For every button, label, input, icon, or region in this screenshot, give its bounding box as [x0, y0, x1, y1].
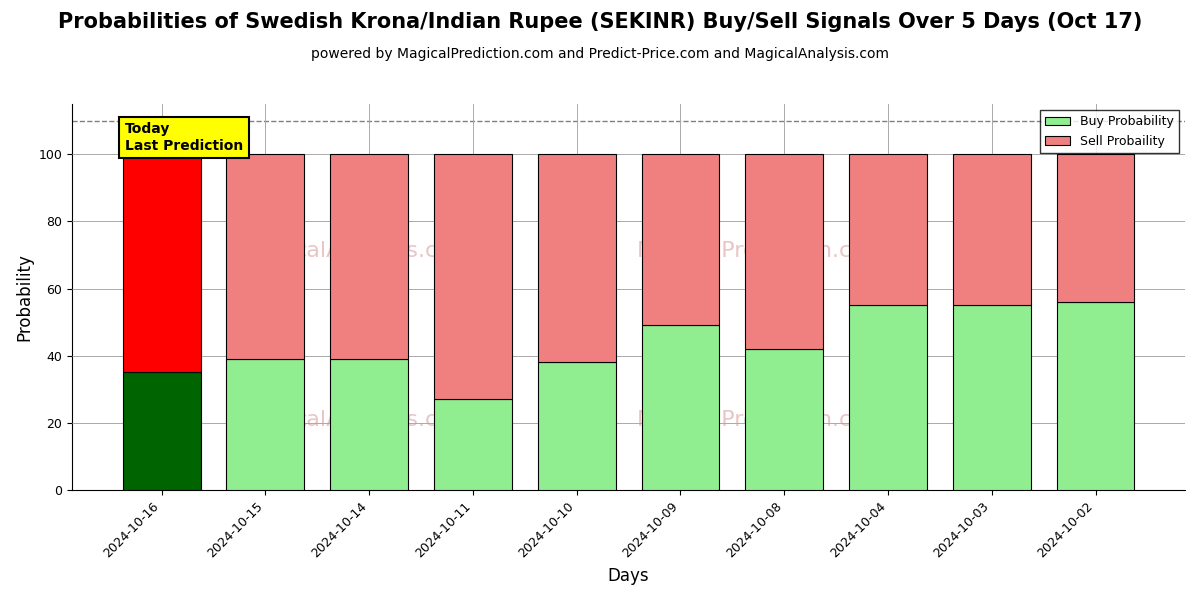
Bar [953, 305, 1031, 490]
Bar [538, 362, 616, 490]
Bar [538, 154, 616, 362]
Text: MagicalPrediction.com: MagicalPrediction.com [637, 410, 887, 430]
Bar [227, 154, 305, 359]
Bar [330, 359, 408, 490]
Legend: Buy Probability, Sell Probaility: Buy Probability, Sell Probaility [1040, 110, 1178, 152]
Bar [953, 154, 1031, 305]
Bar [642, 325, 719, 490]
Text: powered by MagicalPrediction.com and Predict-Price.com and MagicalAnalysis.com: powered by MagicalPrediction.com and Pre… [311, 47, 889, 61]
Y-axis label: Probability: Probability [16, 253, 34, 341]
Bar [434, 154, 512, 399]
Text: Today
Last Prediction: Today Last Prediction [125, 122, 244, 152]
Bar [330, 154, 408, 359]
Bar [122, 373, 200, 490]
Bar [850, 305, 926, 490]
Text: calAnalysis.com: calAnalysis.com [294, 241, 473, 260]
Bar [642, 154, 719, 325]
Text: Probabilities of Swedish Krona/Indian Rupee (SEKINR) Buy/Sell Signals Over 5 Day: Probabilities of Swedish Krona/Indian Ru… [58, 12, 1142, 32]
Bar [122, 154, 200, 373]
Text: calAnalysis.com: calAnalysis.com [294, 410, 473, 430]
Bar [1056, 302, 1134, 490]
Text: MagicalPrediction.com: MagicalPrediction.com [637, 241, 887, 260]
X-axis label: Days: Days [607, 567, 649, 585]
Bar [745, 154, 823, 349]
Bar [850, 154, 926, 305]
Bar [745, 349, 823, 490]
Bar [434, 399, 512, 490]
Bar [227, 359, 305, 490]
Bar [1056, 154, 1134, 302]
